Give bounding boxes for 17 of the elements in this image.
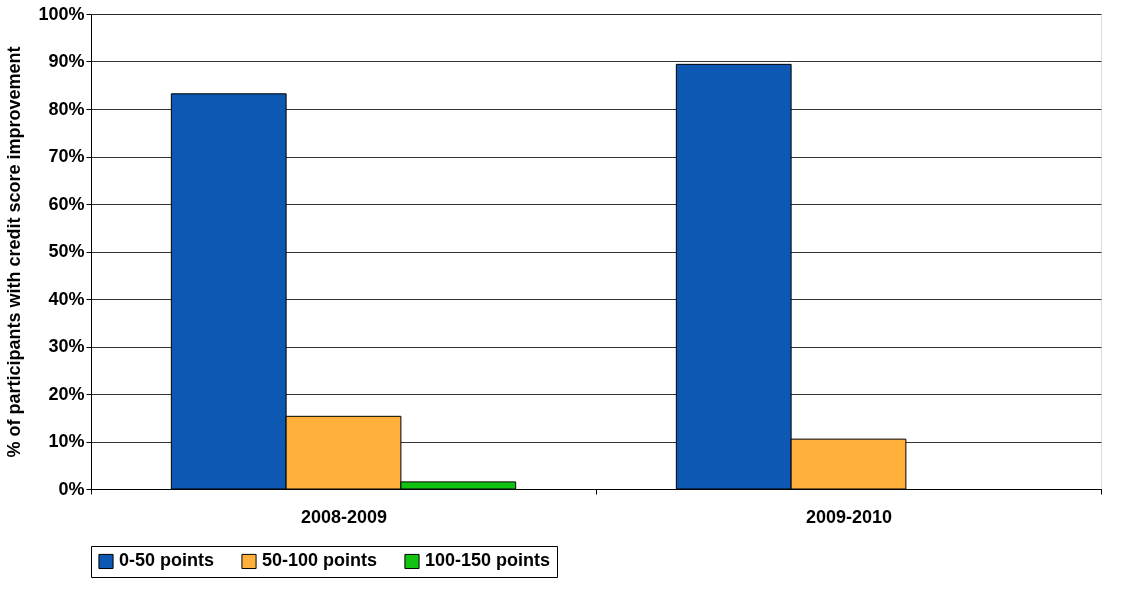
- y-tick-label: 60%: [48, 193, 85, 214]
- x-tick-label: 2009-2010: [805, 506, 893, 527]
- y-tick-label: 10%: [48, 431, 85, 451]
- y-tick-label: 0%: [58, 478, 85, 499]
- y-tick-label: 80%: [48, 98, 85, 119]
- y-tick-label: 40%: [48, 288, 85, 309]
- y-tick-label: 20%: [48, 383, 85, 404]
- y-tick-label: 90%: [48, 51, 85, 71]
- y-tick-label: 50%: [48, 241, 85, 261]
- y-axis-title: % of participants with credit score improvement: [4, 46, 25, 458]
- y-tick-label: 70%: [48, 146, 85, 166]
- legend-label: 50-100 points: [262, 550, 378, 571]
- legend-label: 100-150 points: [425, 550, 551, 571]
- y-tick-label: 30%: [48, 336, 85, 356]
- x-tick-label: 2008-2009: [300, 506, 388, 527]
- legend-label: 0-50 points: [119, 550, 215, 571]
- y-tick-label: 100%: [38, 3, 85, 24]
